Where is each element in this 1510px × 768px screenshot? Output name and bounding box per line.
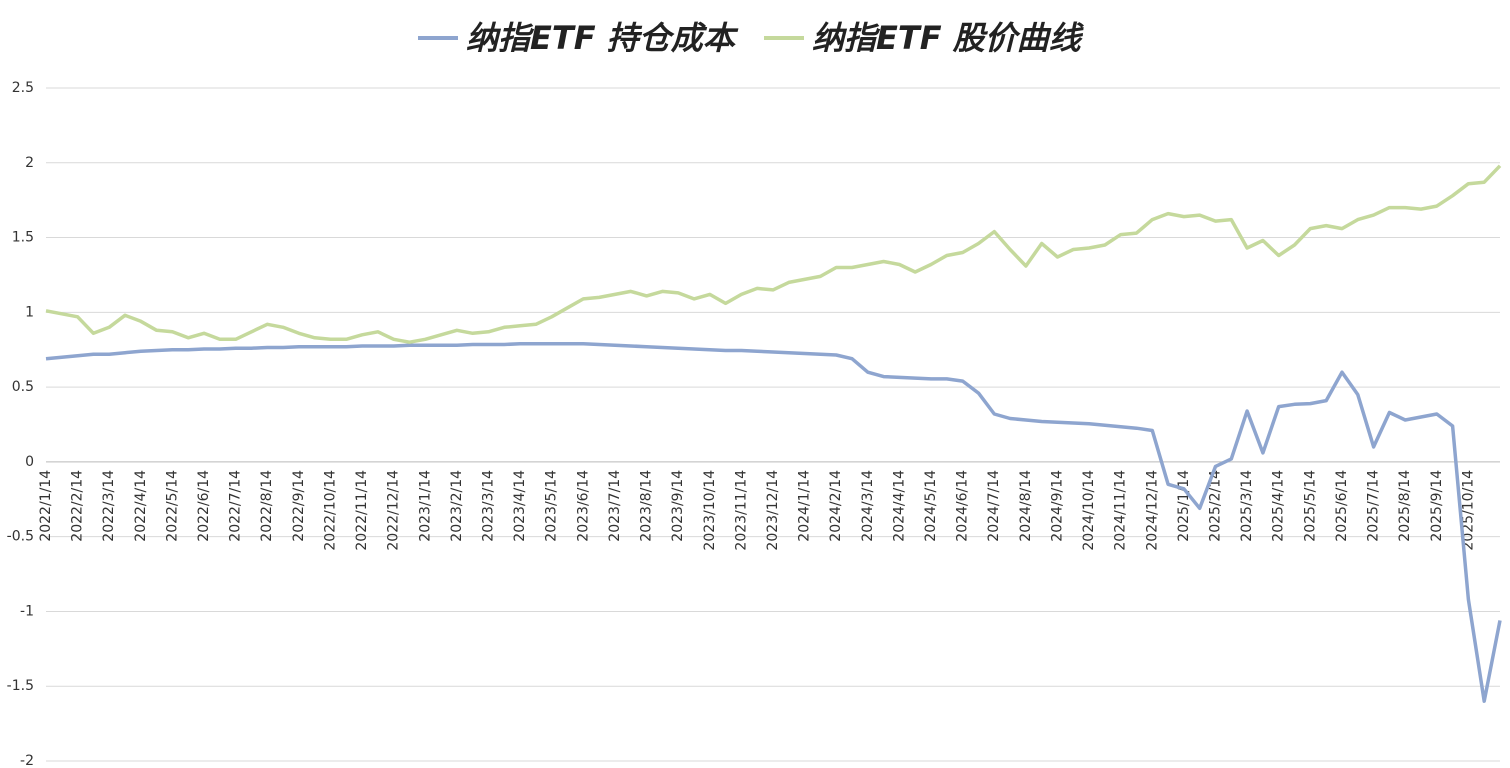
x-tick-label: 2022/11/14 <box>354 470 370 551</box>
x-tick-label: 2024/10/14 <box>1081 470 1097 551</box>
y-tick-label: 1 <box>25 304 34 320</box>
x-tick-label: 2023/11/14 <box>733 470 749 551</box>
x-tick-label: 2022/7/14 <box>228 470 244 542</box>
x-tick-label: 2022/6/14 <box>196 470 212 542</box>
x-tick-label: 2025/8/14 <box>1397 470 1413 542</box>
x-tick-label: 2023/10/14 <box>702 470 718 551</box>
x-tick-label: 2024/5/14 <box>923 470 939 542</box>
y-tick-label: -1 <box>20 603 34 619</box>
x-tick-label: 2022/5/14 <box>164 470 180 542</box>
legend-label: 纳指ETF 股价曲线 <box>812 19 1085 57</box>
x-tick-label: 2025/1/14 <box>1176 470 1192 542</box>
x-tick-label: 2022/12/14 <box>386 470 402 551</box>
x-tick-label: 2024/3/14 <box>860 470 876 542</box>
x-tick-label: 2023/2/14 <box>449 470 465 542</box>
x-tick-label: 2025/5/14 <box>1302 470 1318 542</box>
x-tick-label: 2023/6/14 <box>575 470 591 542</box>
y-tick-label: 2 <box>25 155 34 171</box>
x-tick-label: 2023/9/14 <box>670 470 686 542</box>
x-tick-label: 2025/6/14 <box>1334 470 1350 542</box>
x-tick-label: 2022/4/14 <box>133 470 149 542</box>
y-tick-label: -2 <box>20 753 34 768</box>
x-tick-label: 2023/5/14 <box>544 470 560 542</box>
x-tick-label: 2023/7/14 <box>607 470 623 542</box>
x-tick-label: 2023/3/14 <box>481 470 497 542</box>
x-tick-label: 2025/9/14 <box>1429 470 1445 542</box>
x-tick-label: 2023/12/14 <box>765 470 781 551</box>
legend-label: 纳指ETF 持仓成本 <box>466 19 739 57</box>
y-tick-label: -1.5 <box>7 678 34 694</box>
x-tick-label: 2023/8/14 <box>639 470 655 542</box>
x-tick-label: 2024/4/14 <box>891 470 907 542</box>
x-tick-label: 2025/10/14 <box>1460 470 1476 551</box>
x-tick-label: 2024/1/14 <box>797 470 813 542</box>
x-tick-label: 2023/4/14 <box>512 470 528 542</box>
y-tick-label: -0.5 <box>7 529 34 545</box>
x-tick-label: 2022/8/14 <box>259 470 275 542</box>
y-tick-label: 2.5 <box>12 80 34 96</box>
series-line <box>45 164 1502 344</box>
x-tick-label: 2024/2/14 <box>828 470 844 542</box>
y-tick-label: 0.5 <box>12 379 34 395</box>
y-tick-label: 1.5 <box>12 230 34 246</box>
x-tick-label: 2022/9/14 <box>291 470 307 542</box>
y-tick-label: 0 <box>25 454 34 470</box>
x-tick-label: 2025/4/14 <box>1271 470 1287 542</box>
x-tick-label: 2024/7/14 <box>986 470 1002 542</box>
x-tick-label: 2023/1/14 <box>417 470 433 542</box>
x-tick-label: 2022/1/14 <box>38 470 54 542</box>
x-tick-label: 2025/7/14 <box>1366 470 1382 542</box>
x-tick-label: 2024/11/14 <box>1113 470 1129 551</box>
x-tick-label: 2024/12/14 <box>1144 470 1160 551</box>
series-line <box>45 341 1502 703</box>
x-tick-label: 2024/6/14 <box>955 470 971 542</box>
x-tick-label: 2022/3/14 <box>101 470 117 542</box>
x-tick-label: 2022/10/14 <box>322 470 338 551</box>
x-tick-label: 2024/8/14 <box>1018 470 1034 542</box>
x-tick-label: 2022/2/14 <box>70 470 86 542</box>
x-tick-label: 2025/3/14 <box>1239 470 1255 542</box>
x-tick-label: 2025/2/14 <box>1208 470 1224 542</box>
x-tick-label: 2024/9/14 <box>1049 470 1065 542</box>
